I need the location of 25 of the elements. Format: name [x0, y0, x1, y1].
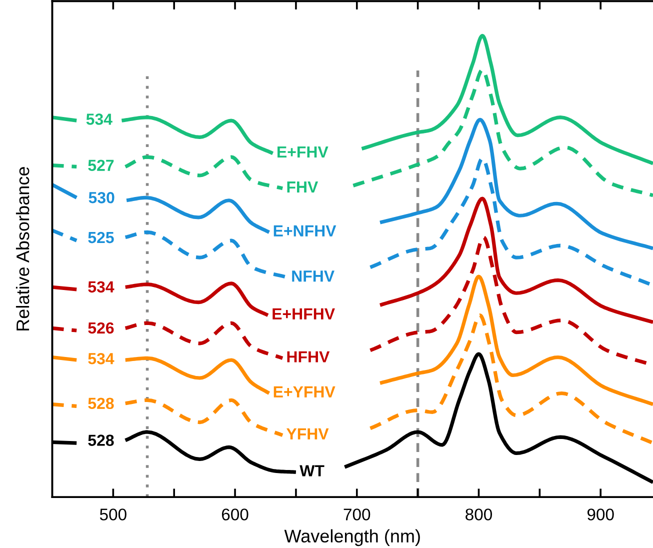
x-tick-label: 900 [587, 508, 614, 520]
annotation: 530 [88, 192, 114, 204]
series-label: FHV [287, 182, 318, 193]
annotation: 534 [88, 352, 114, 364]
x-tick-label: 600 [222, 508, 248, 520]
series-label: E+FHV [278, 146, 328, 158]
x-axis-title: Wavelength (nm) [284, 529, 420, 546]
series-label: E+YFHV [274, 386, 336, 398]
series-label: HFHV [287, 351, 330, 362]
series-label: WT [300, 465, 324, 476]
annotation: 527 [88, 160, 114, 172]
y-axis-title: Relative Absorbance [16, 167, 30, 330]
x-tick-label: 500 [100, 508, 126, 520]
annotation: 528 [88, 398, 114, 410]
annotation: 534 [86, 114, 112, 125]
annotation: 528 [88, 434, 114, 446]
x-tick-label: 700 [344, 508, 370, 520]
annotation: 526 [88, 322, 114, 334]
series-label: YFHV [286, 428, 329, 440]
series-label: NFHV [292, 270, 334, 282]
x-tick-label: 800 [466, 508, 492, 520]
series-label: E+HFHV [272, 308, 335, 320]
annotation: 525 [88, 232, 114, 244]
series-label: E+NFHV [274, 225, 336, 236]
annotation: 534 [88, 281, 114, 293]
